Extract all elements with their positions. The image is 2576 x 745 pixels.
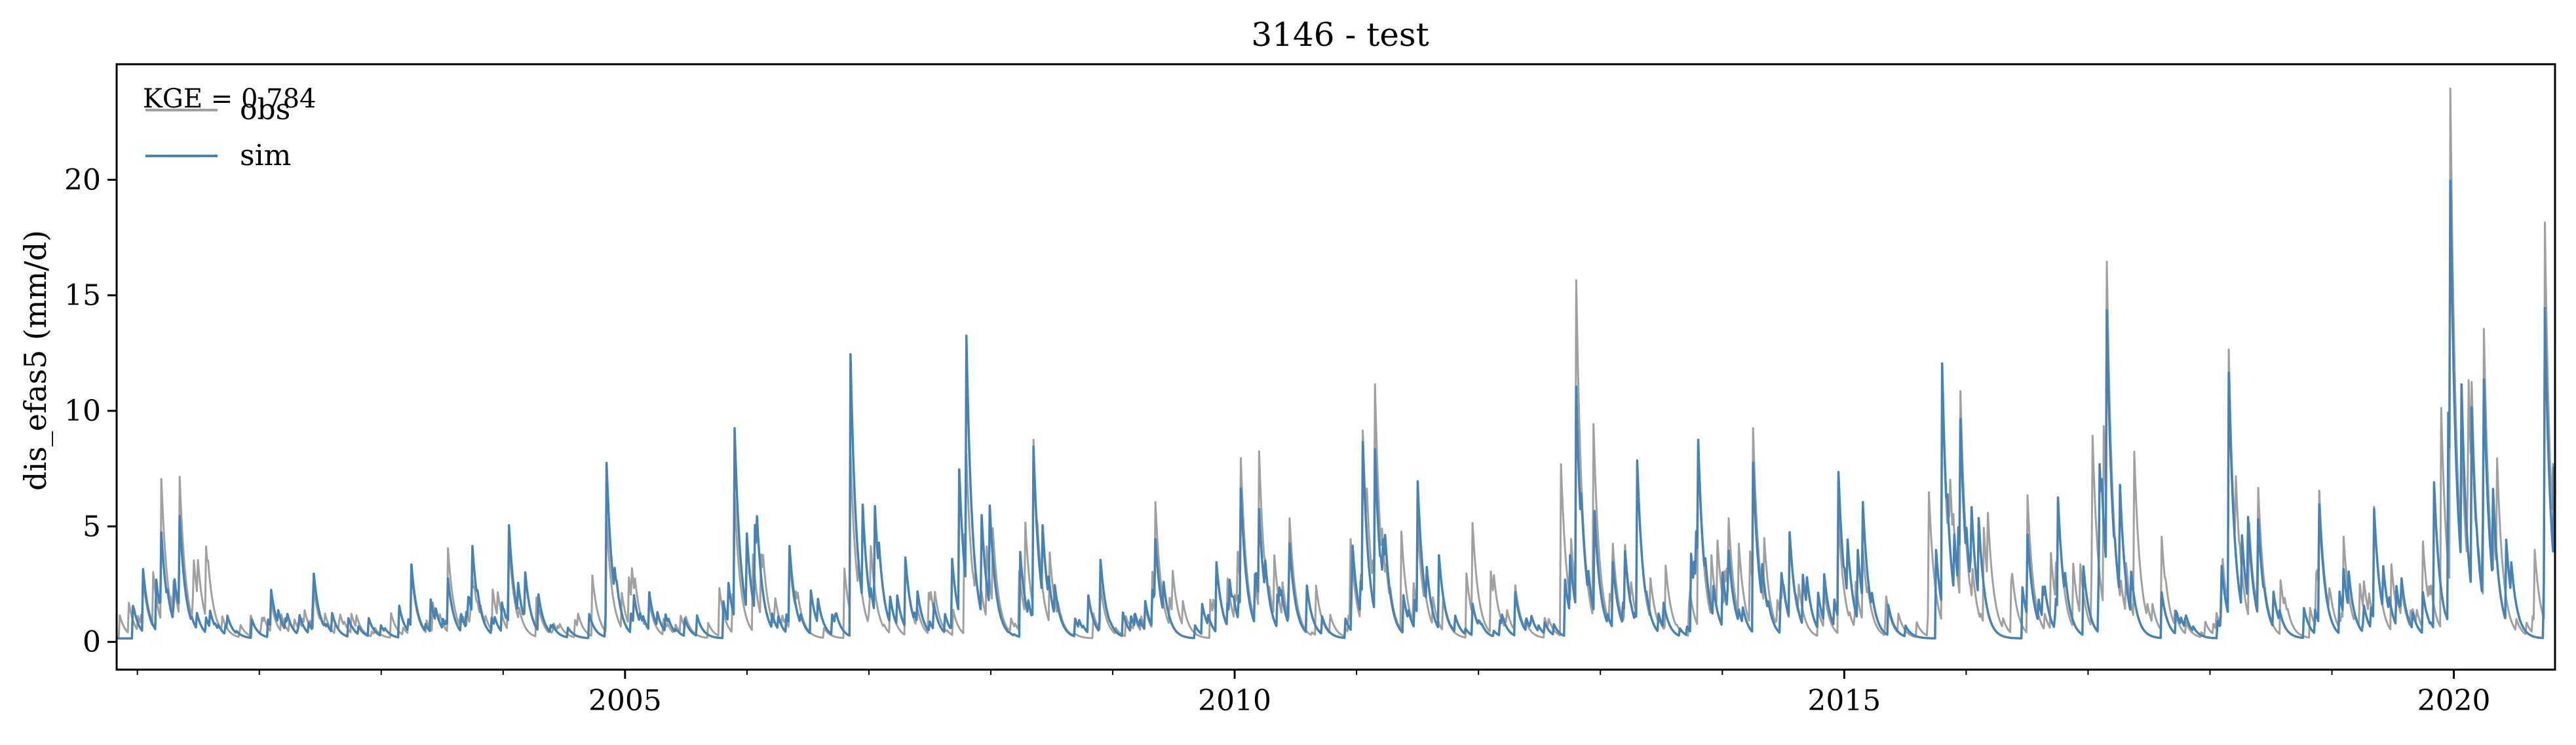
plot-area: 0 5 10 15 20 2005 2010 2015 2020 [64,63,2556,717]
series-line-sim [116,180,2556,640]
kge-annotation: KGE = 0.784 [143,84,317,114]
chart-title: 3146 - test [1251,16,1429,54]
x-tick-label: 2005 [588,684,662,717]
series-layer [116,87,2556,640]
x-tick-label: 2010 [1198,684,1271,717]
y-tick-label: 15 [64,279,101,313]
y-tick-label: 20 [64,163,101,197]
y-tick-label: 0 [83,626,101,659]
plot-frame [115,63,2556,671]
ticks-layer: 0 5 10 15 20 2005 2010 2015 2020 [64,163,2491,717]
series-line-obs [117,87,2556,640]
y-tick-label: 5 [83,510,101,543]
x-tick-label: 2015 [1807,684,1881,717]
x-tick-label: 2020 [2417,684,2491,717]
legend-label-sim: sim [240,139,291,172]
y-tick-label: 10 [64,394,101,428]
legend: obs sim [145,93,291,172]
legend-label-obs: obs [240,93,290,126]
y-axis-label: dis_efas5 (mm/d) [18,230,53,491]
